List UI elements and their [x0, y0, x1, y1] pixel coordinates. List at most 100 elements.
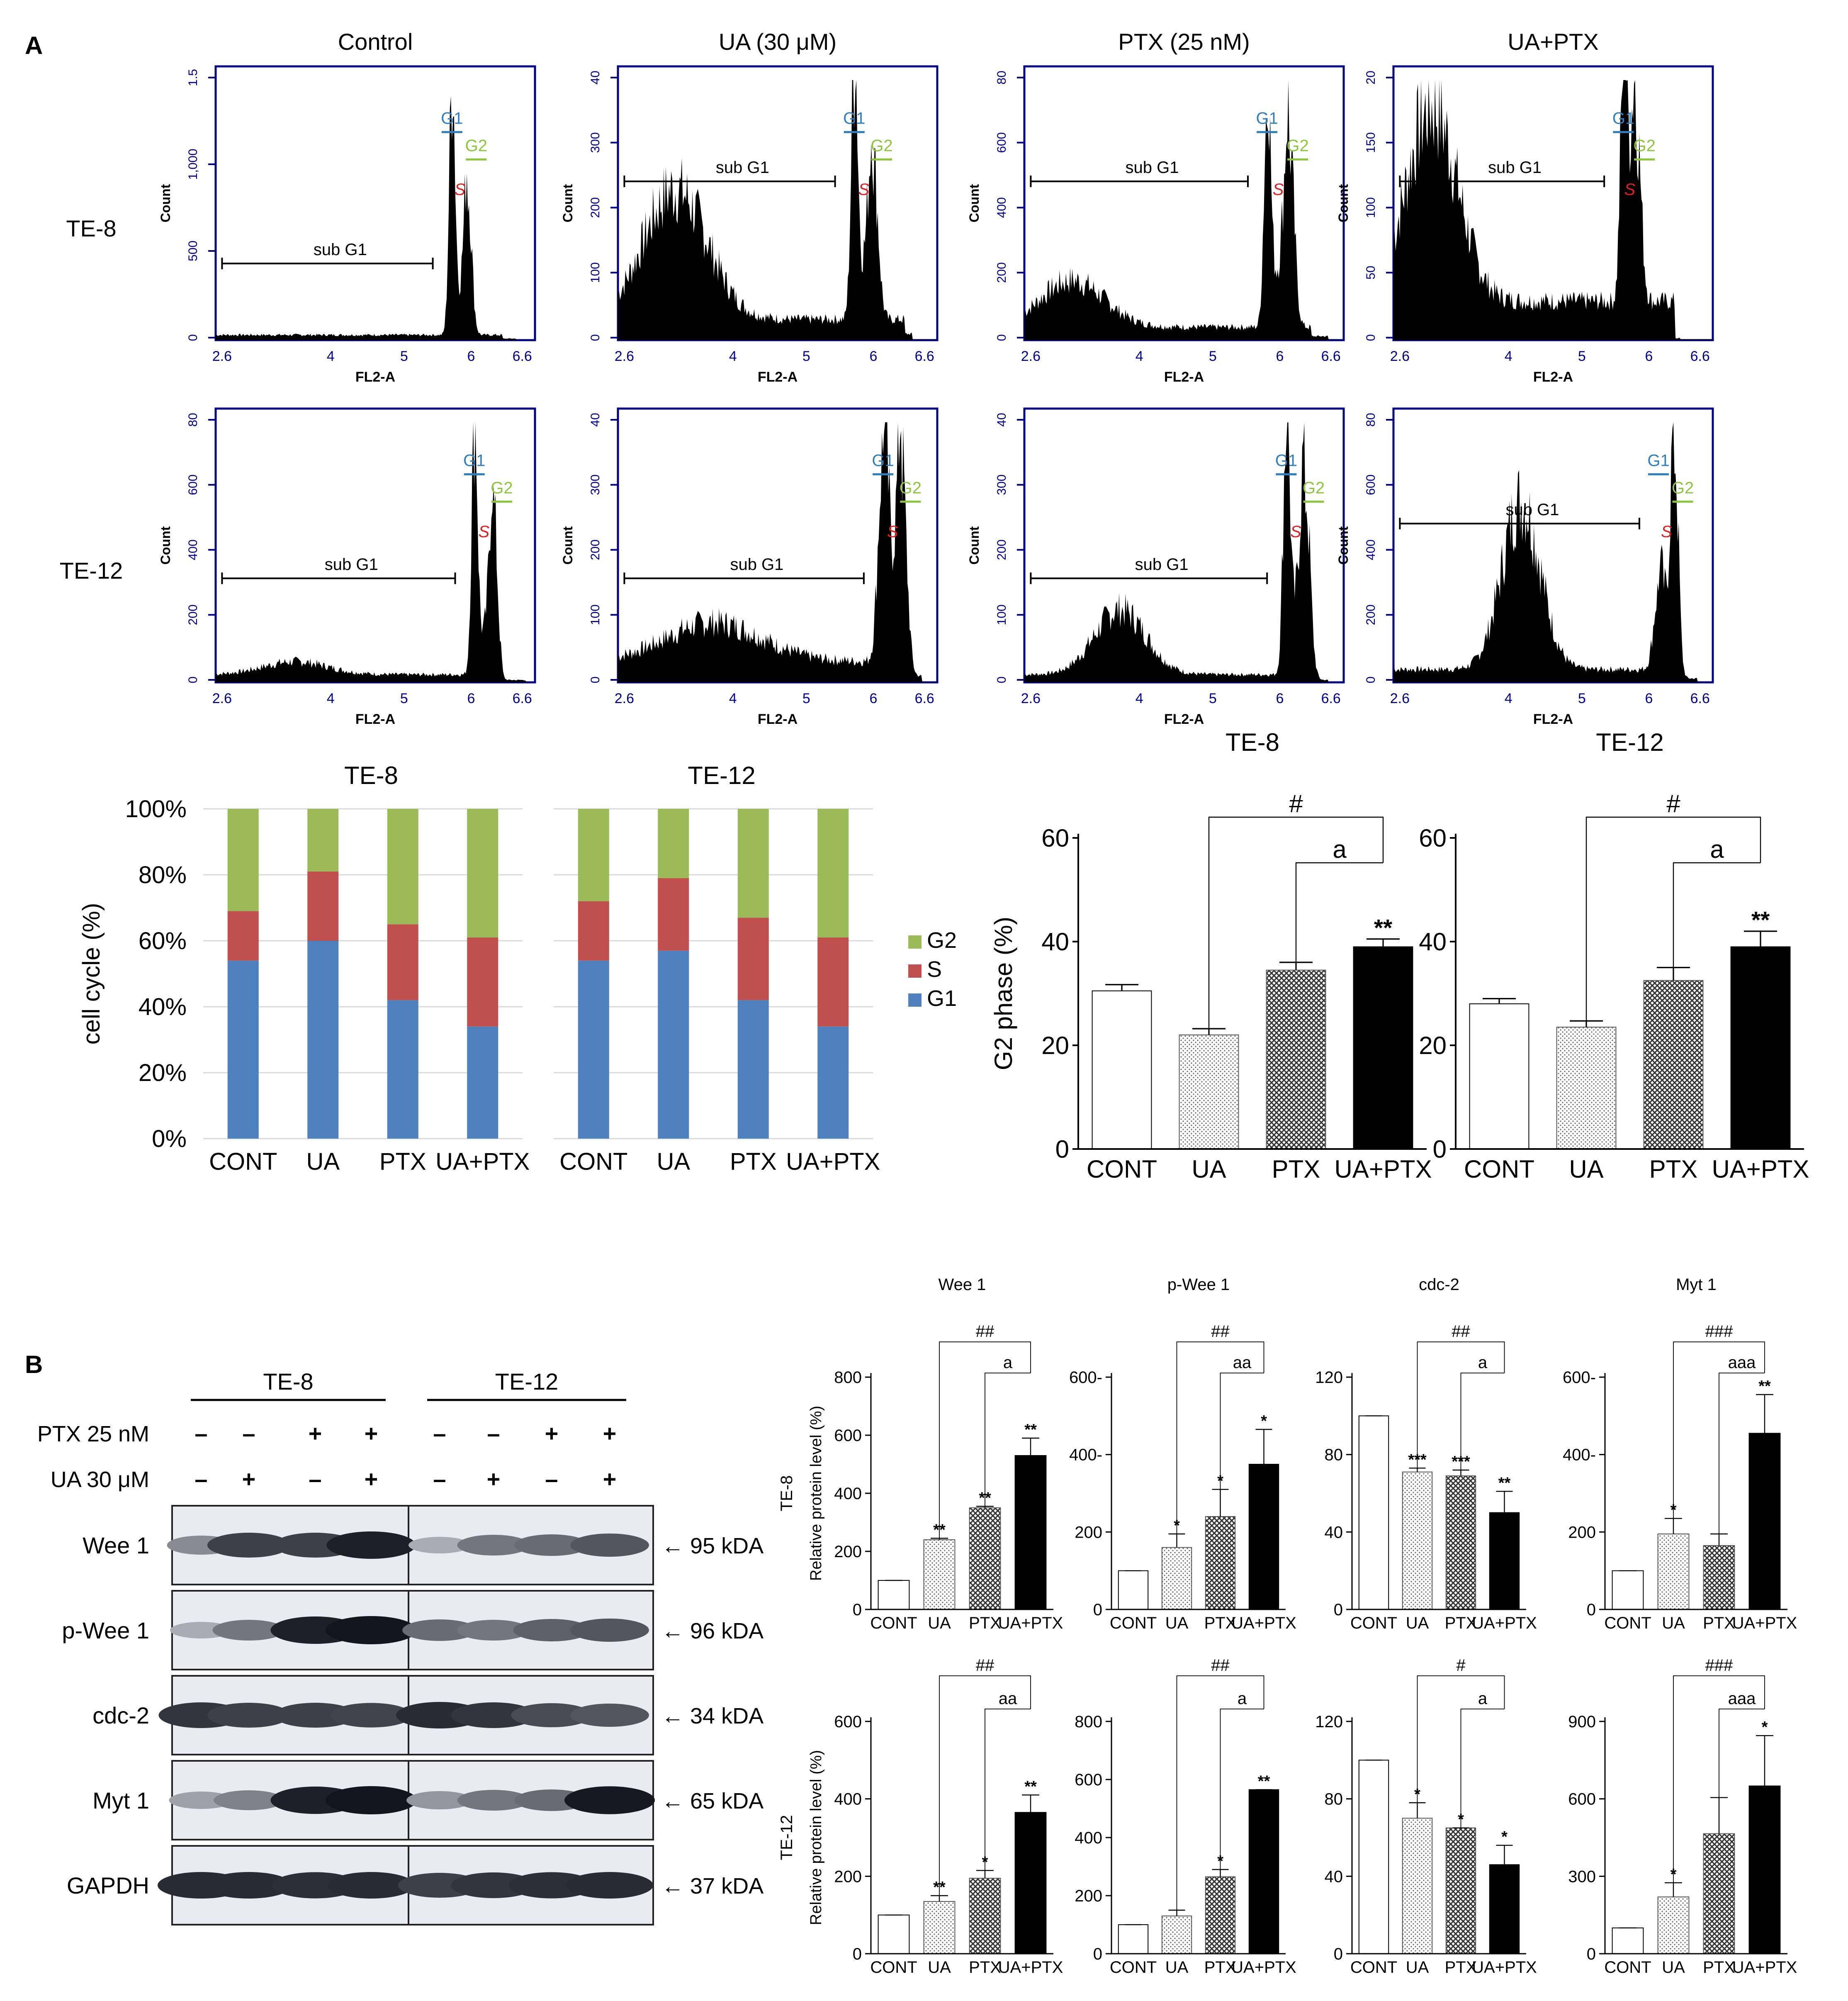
blot-band: [328, 1872, 415, 1899]
treatment-sign: –: [545, 1466, 558, 1492]
bracket-ua-vs-combo: [1417, 1341, 1505, 1468]
bar-ua-ptx: [1014, 1455, 1047, 1610]
chart-title: Wee 1: [939, 1276, 986, 1294]
bar-ua-ptx: [1353, 946, 1413, 1149]
legend-swatch-g1: [908, 993, 922, 1007]
y-tick-label: 600-: [1069, 1368, 1102, 1387]
x-label: UA+PTX: [1334, 1155, 1432, 1183]
bar-cont: [1118, 1570, 1149, 1610]
stack-segment-s: [467, 937, 498, 1027]
x-label: CONT: [1464, 1155, 1534, 1183]
x-tick-label: 6: [1276, 348, 1284, 364]
bar-cont: [1092, 990, 1152, 1149]
y-tick-label: 600: [834, 1427, 862, 1445]
y-tick-label: 200: [995, 539, 1009, 560]
significance-stars: **: [1024, 1421, 1037, 1439]
bracket-label-hash: #: [1666, 790, 1680, 818]
bar-ua: [1657, 1896, 1690, 1955]
stack-segment-s: [658, 878, 689, 951]
stack-y-tick: 20%: [139, 1059, 187, 1086]
y-tick-label: 400-: [1069, 1446, 1102, 1464]
histogram-0-3: [1393, 80, 1713, 340]
bracket-ua-vs-combo: [1585, 816, 1761, 1021]
y-tick-label: 200: [995, 262, 1009, 283]
bracket-label-hash: ##: [1211, 1656, 1230, 1675]
s-label: S: [858, 180, 870, 199]
g2-label: G2: [1303, 479, 1325, 497]
y-tick-label: 600: [1364, 475, 1378, 495]
y-tick-label: 0: [1587, 1601, 1596, 1619]
stack-segment-g1: [307, 941, 339, 1139]
x-tick-label: 2.6: [212, 348, 232, 364]
chart-title: Myt 1: [1676, 1276, 1717, 1294]
bracket-ptx-vs-combo: [1295, 862, 1383, 962]
stack-segment-g1: [737, 1000, 769, 1139]
histogram-0-2: [1024, 80, 1344, 340]
y-tick-label: 0: [1055, 1135, 1069, 1163]
bar-ua-ptx: [1730, 946, 1791, 1149]
treatment-sign: –: [433, 1466, 446, 1492]
y-tick-label: 400: [834, 1790, 862, 1809]
blot-group-label: TE-8: [263, 1368, 313, 1395]
stack-segment-g1: [227, 960, 259, 1139]
g2-label: G2: [491, 479, 513, 497]
y-tick-label: 40: [1419, 928, 1447, 956]
histogram-0-0: [216, 96, 535, 341]
x-tick-label: 6: [467, 348, 475, 364]
x-label: UA: [1406, 1958, 1429, 1977]
stack-x-label: CONT: [559, 1148, 627, 1175]
bar-ua: [1402, 1471, 1433, 1610]
s-label: S: [1624, 180, 1635, 199]
stack-segment-g1: [658, 950, 689, 1139]
treatment-sign: –: [487, 1420, 500, 1446]
bar-ptx: [969, 1507, 1001, 1610]
y-tick-label: 150: [1364, 132, 1378, 153]
blot-band: [207, 1703, 290, 1728]
x-tick-label: 2.6: [1021, 691, 1041, 706]
bracket-ptx-vs-combo: [1460, 1709, 1505, 1828]
x-label: UA: [928, 1614, 951, 1632]
treatment-label: UA 30 μM: [51, 1467, 149, 1492]
y-tick-label: 400: [834, 1485, 862, 1503]
x-tick-label: 5: [1209, 691, 1217, 706]
protein-label: Myt 1: [92, 1787, 149, 1814]
stack-segment-g2: [737, 809, 769, 918]
stack-segment-g2: [467, 809, 498, 938]
blot-band: [406, 1791, 473, 1809]
y-axis-label: Count: [1336, 184, 1351, 222]
bracket-label-a: a: [1238, 1689, 1247, 1708]
s-label: S: [1273, 180, 1284, 199]
bracket-label-a: a: [1333, 835, 1347, 863]
histogram-1-3: [1393, 422, 1713, 682]
x-label: CONT: [1604, 1614, 1651, 1632]
y-tick-label: 40: [588, 413, 602, 426]
stack-x-label: CONT: [209, 1148, 277, 1175]
bar-ua: [1657, 1534, 1690, 1610]
y-tick-label: 200: [834, 1867, 862, 1886]
g1-label: G1: [463, 451, 485, 470]
y-tick-label: 600: [834, 1713, 862, 1731]
significance-stars: *: [1762, 1719, 1768, 1736]
g2-label: G2: [1672, 479, 1694, 497]
bracket-label-hash: ##: [1211, 1322, 1230, 1341]
x-tick-label: 6: [1645, 691, 1653, 706]
y-tick-label: 800: [1075, 1713, 1102, 1731]
g1-label: G1: [1256, 109, 1278, 127]
sub-g1-label: sub G1: [325, 555, 378, 574]
x-tick-label: 4: [327, 691, 335, 706]
sub-g1-label: sub G1: [314, 241, 367, 259]
blot-band: [511, 1703, 592, 1727]
blot-band: [212, 1620, 285, 1641]
treatment-sign: +: [603, 1420, 617, 1446]
treatment-sign: –: [195, 1420, 207, 1446]
y-tick-label: 200: [1568, 1523, 1596, 1541]
sub-g1-label: sub G1: [1135, 555, 1189, 574]
chart-title: p-Wee 1: [1167, 1276, 1230, 1294]
y-axis-label: G2 phase (%): [990, 917, 1017, 1070]
histogram-0-1: [618, 80, 937, 340]
bar-ua: [923, 1901, 956, 1954]
stack-segment-s: [387, 924, 418, 1000]
y-tick-label: 400: [995, 197, 1009, 218]
y-tick-label: 600: [995, 132, 1009, 153]
treatment-sign: +: [309, 1420, 322, 1446]
